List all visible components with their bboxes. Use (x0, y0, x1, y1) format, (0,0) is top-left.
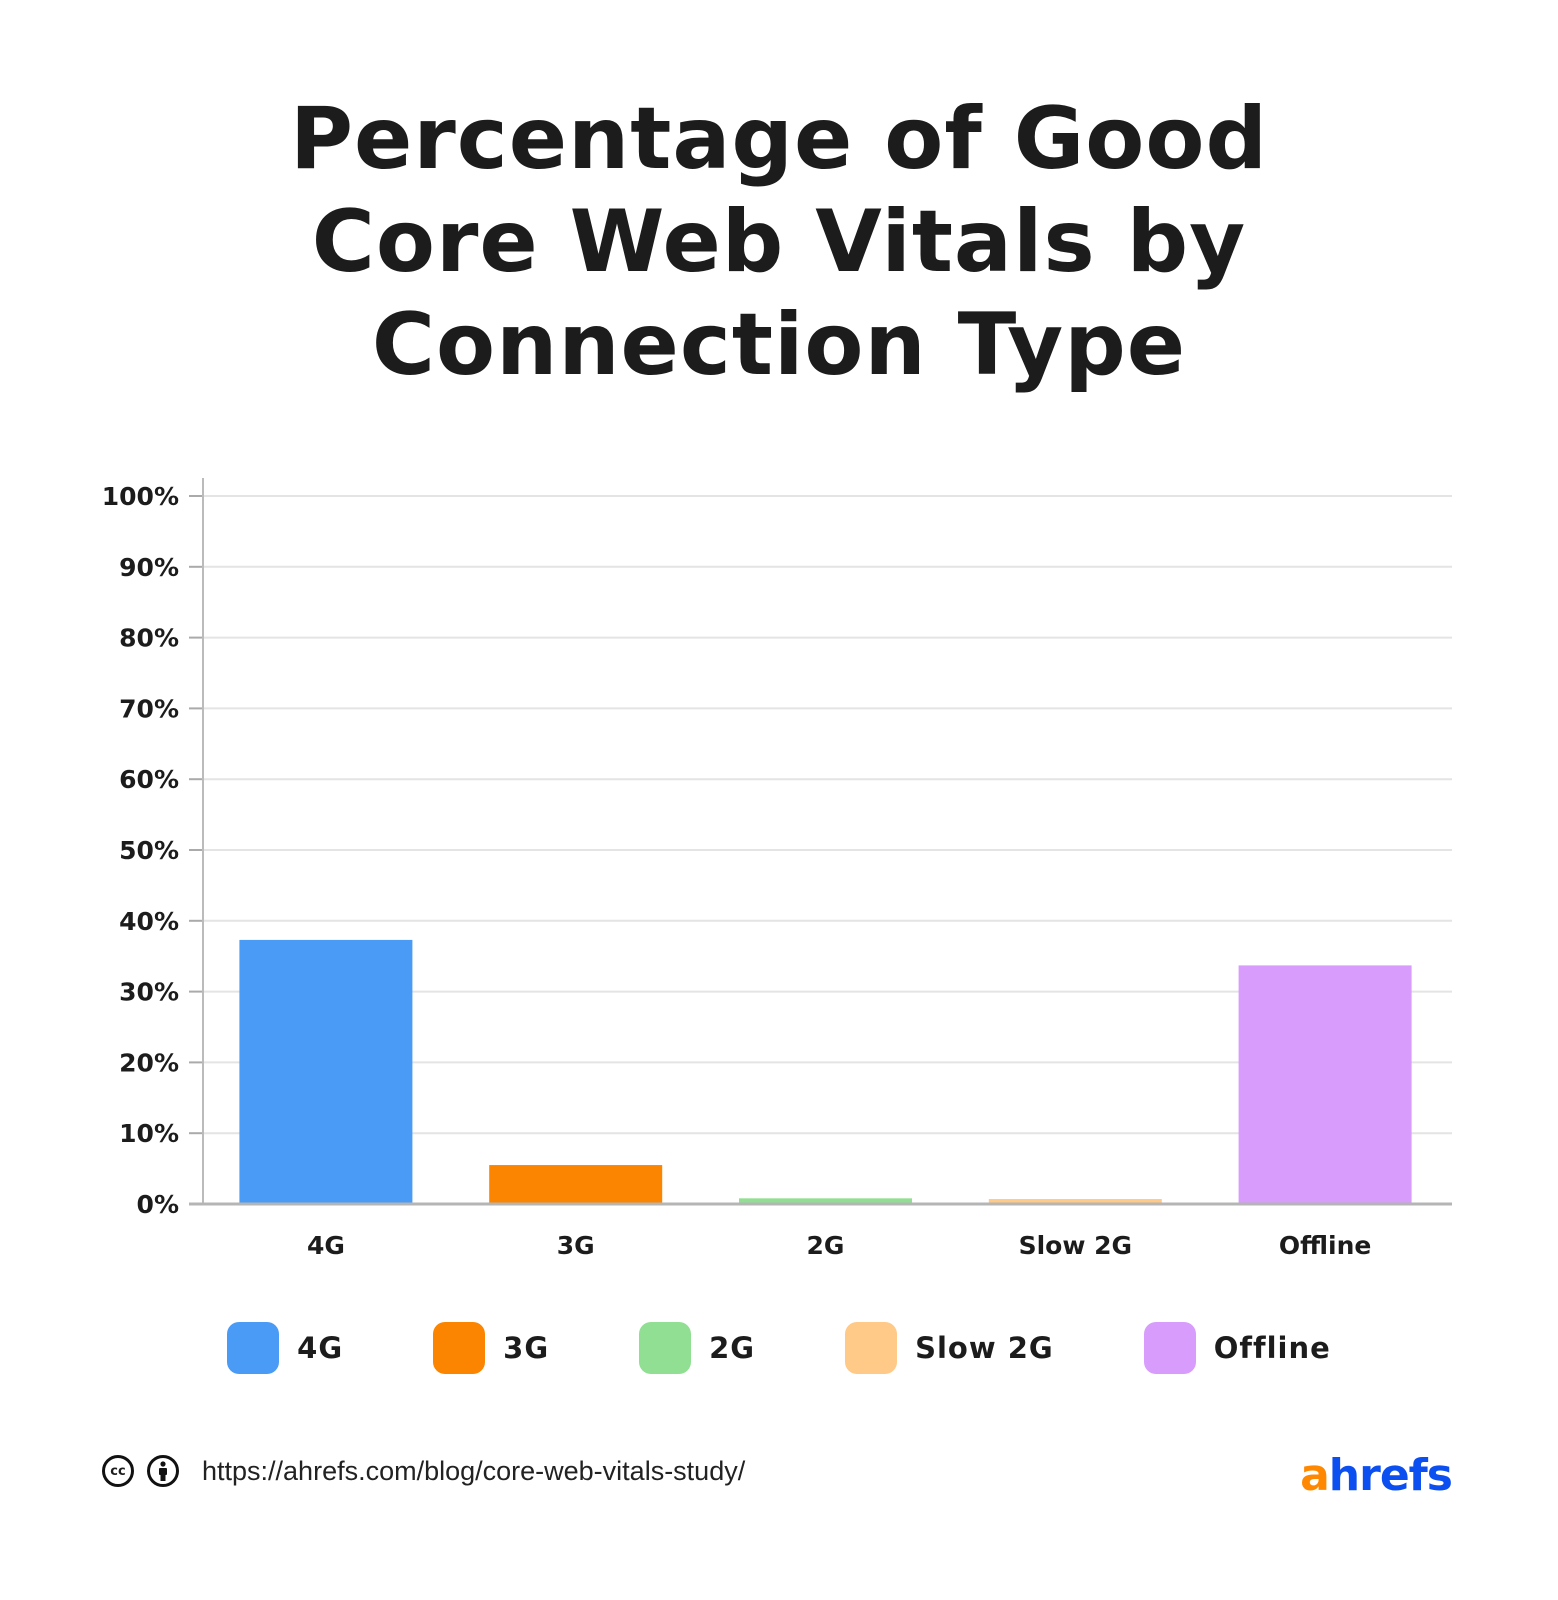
y-tick-label: 90% (119, 553, 179, 582)
creative-commons-icon: cc (102, 1455, 134, 1487)
legend-swatch (845, 1322, 898, 1374)
footer: cc https://ahrefs.com/blog/core-web-vita… (102, 1455, 745, 1487)
y-tick-label: 30% (119, 978, 179, 1007)
y-tick-label: 40% (119, 907, 179, 936)
legend-label: Slow 2G (915, 1331, 1054, 1365)
y-tick-label: 0% (137, 1190, 179, 1219)
legend-swatch (433, 1322, 486, 1374)
legend-item-3g: 3G (433, 1322, 549, 1374)
x-tick-label: Slow 2G (1019, 1231, 1132, 1260)
attribution-icon (147, 1455, 179, 1487)
y-tick-label: 60% (119, 765, 179, 794)
y-tick-label: 100% (102, 482, 179, 511)
x-tick-label: 4G (307, 1231, 345, 1260)
title-line: Percentage of Good (289, 89, 1269, 189)
x-tick-label: Offline (1279, 1231, 1371, 1260)
legend-item-slow-2g: Slow 2G (845, 1322, 1054, 1374)
legend: 4G 3G 2G Slow 2G Offline (0, 1322, 1558, 1374)
bar-2g (739, 1198, 912, 1204)
title-line: Core Web Vitals by (311, 192, 1247, 292)
legend-label: 3G (503, 1331, 550, 1365)
legend-item-2g: 2G (639, 1322, 755, 1374)
source-url[interactable]: https://ahrefs.com/blog/core-web-vitals-… (202, 1455, 746, 1486)
legend-swatch (1143, 1322, 1196, 1374)
bar-3g (489, 1165, 663, 1204)
bar-offline (1238, 965, 1412, 1204)
legend-swatch (639, 1322, 692, 1374)
legend-label: 4G (297, 1331, 344, 1365)
legend-item-offline: Offline (1143, 1322, 1331, 1374)
legend-label: 2G (709, 1331, 756, 1365)
bar-chart: 0% 10% 20% 30% 40% 50% 60% 70% 80% 90% 100% 4G 3G 2G S… (102, 478, 1452, 1260)
title-line: Connection Type (371, 295, 1187, 395)
bar-slow-2g (988, 1199, 1162, 1204)
y-tick-label: 80% (119, 624, 179, 653)
x-tick-label: 3G (557, 1231, 595, 1260)
y-tick-label: 20% (119, 1048, 179, 1077)
y-tick-label: 50% (119, 836, 179, 865)
legend-item-4g: 4G (227, 1322, 343, 1374)
bar-4g (239, 939, 413, 1204)
ahrefs-logo: ahrefs (1300, 1450, 1453, 1501)
x-tick-label: 2G (807, 1231, 845, 1260)
legend-label: Offline (1213, 1331, 1331, 1365)
legend-swatch (227, 1322, 280, 1374)
y-tick-label: 10% (119, 1119, 179, 1148)
y-tick-label: 70% (119, 694, 179, 723)
chart-title: Percentage of Good Core Web Vitals by Co… (0, 88, 1558, 397)
